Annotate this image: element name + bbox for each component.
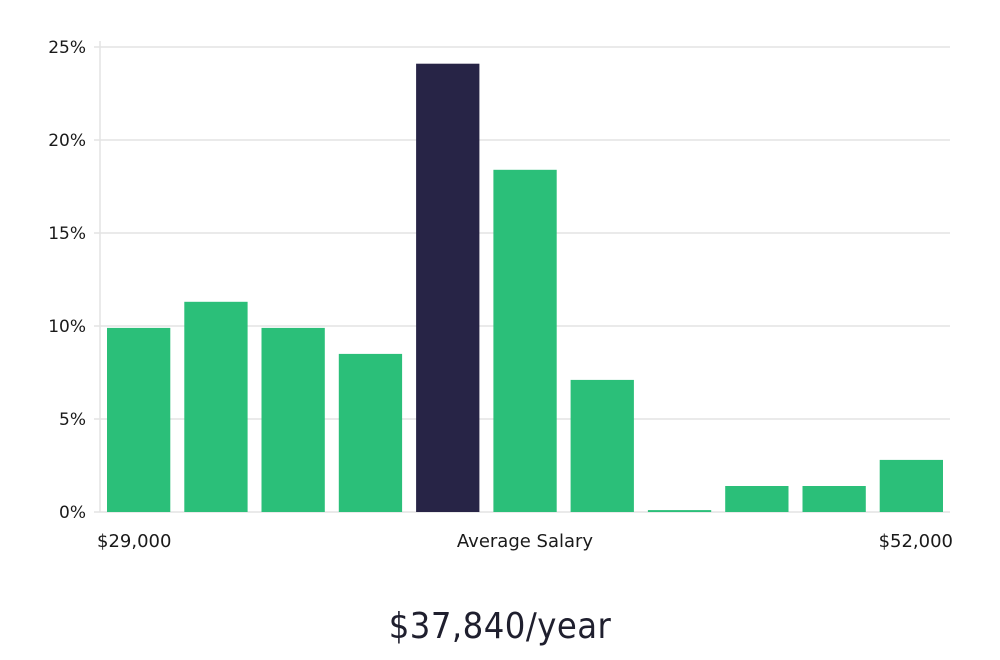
- y-tick-label: 0%: [59, 503, 86, 523]
- x-label-min: $29,000: [97, 531, 171, 552]
- y-tick-label: 5%: [59, 410, 86, 430]
- bar-average: [416, 63, 480, 512]
- bar: [879, 459, 943, 512]
- bar: [338, 353, 403, 512]
- bar: [107, 327, 171, 512]
- y-axis-ticks: 0% 5% 10% 15% 20% 25%: [48, 38, 86, 523]
- bar: [261, 327, 325, 512]
- y-tick-label: 25%: [48, 38, 86, 58]
- y-tick-label: 15%: [48, 224, 86, 244]
- x-label-average: Average Salary: [457, 531, 594, 552]
- x-label-max: $52,000: [879, 531, 953, 552]
- bar: [802, 486, 866, 512]
- y-tick-label: 10%: [48, 317, 86, 337]
- y-tick-label: 20%: [48, 131, 86, 151]
- bar: [184, 301, 248, 512]
- salary-distribution-chart: 0%5%10%15%20%25% $29,000 Average Salary …: [48, 38, 953, 552]
- bar: [725, 486, 789, 512]
- bars: [107, 63, 943, 513]
- bar: [647, 510, 712, 512]
- bar: [570, 379, 634, 512]
- bar: [493, 169, 557, 513]
- average-salary-headline: $37,840/year: [388, 606, 612, 647]
